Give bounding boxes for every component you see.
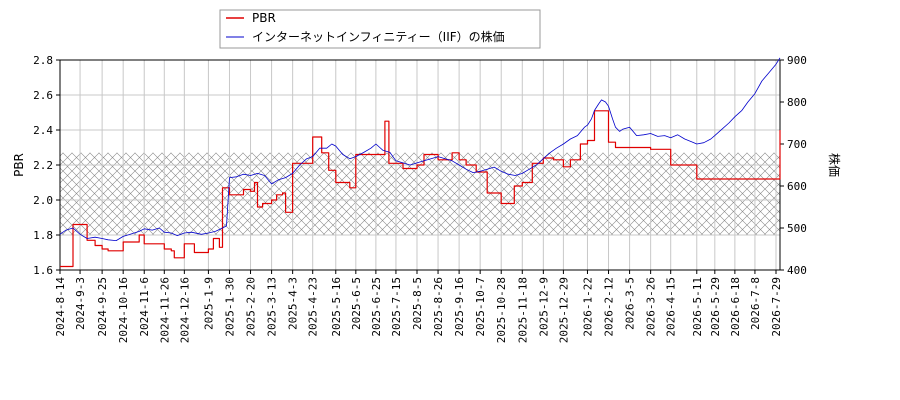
x-tick-label: 2026-5-11 bbox=[691, 277, 704, 337]
x-tick-label: 2025-12-29 bbox=[557, 277, 570, 343]
y-left-tick-label: 2.6 bbox=[33, 89, 53, 102]
x-tick-label: 2026-7-8 bbox=[749, 277, 762, 330]
y-right-tick-label: 600 bbox=[787, 180, 807, 193]
y-right-tick-label: 700 bbox=[787, 138, 807, 151]
x-tick-label: 2025-2-20 bbox=[245, 277, 258, 337]
legend-box bbox=[219, 9, 541, 49]
x-tick-label: 2025-4-3 bbox=[287, 277, 300, 330]
x-tick-label: 2025-4-23 bbox=[307, 277, 320, 337]
y-right-tick-label: 900 bbox=[787, 54, 807, 67]
x-tick-label: 2024-12-16 bbox=[178, 277, 191, 343]
x-tick-label: 2026-7-29 bbox=[770, 277, 783, 337]
x-tick-label: 2024-11-26 bbox=[158, 277, 171, 343]
y-axis-label-right: 株価 bbox=[827, 153, 842, 177]
x-tick-label: 2025-7-15 bbox=[390, 277, 403, 337]
legend-label-pbr: PBR bbox=[252, 11, 276, 25]
x-tick-label: 2024-9-25 bbox=[96, 277, 109, 337]
x-tick-label: 2026-6-18 bbox=[729, 277, 742, 337]
x-tick-label: 2024-10-16 bbox=[117, 277, 130, 343]
x-tick-label: 2026-2-12 bbox=[603, 277, 616, 337]
x-tick-label: 2025-6-25 bbox=[370, 277, 383, 337]
y-left-tick-label: 2.0 bbox=[33, 194, 53, 207]
series-layer bbox=[59, 57, 781, 268]
x-tick-label: 2026-1-22 bbox=[581, 277, 594, 337]
y-right-tick-label: 400 bbox=[787, 264, 807, 277]
x-tick-label: 2024-11-6 bbox=[138, 277, 151, 337]
y-left-tick-label: 1.6 bbox=[33, 264, 53, 277]
y-left-tick-label: 2.2 bbox=[33, 159, 53, 172]
x-tick-label: 2025-6-5 bbox=[350, 277, 363, 330]
series-line-price bbox=[59, 57, 781, 241]
legend-label-price: インターネットインフィニティー（IIF）の株価 bbox=[252, 29, 505, 44]
series-line-pbr bbox=[60, 110, 781, 268]
right-axis: 400 500 600 700 800 900 bbox=[780, 54, 807, 277]
x-tick-label: 2025-10-7 bbox=[474, 277, 487, 337]
y-left-tick-label: 1.8 bbox=[33, 229, 53, 242]
x-tick-label: 2024-9-3 bbox=[74, 277, 87, 330]
x-axis: 2024-8-14 2024-9-3 2024-9-25 2024-10-16 2024… bbox=[54, 270, 783, 343]
legend: PBR インターネットインフィニティー（IIF）の株価 bbox=[219, 9, 541, 49]
x-tick-label: 2026-4-15 bbox=[665, 277, 678, 337]
y-right-tick-label: 500 bbox=[787, 222, 807, 235]
x-tick-label: 2026-3-26 bbox=[645, 277, 658, 337]
x-tick-label: 2025-10-28 bbox=[495, 277, 508, 343]
x-tick-label: 2026-5-29 bbox=[709, 277, 722, 337]
x-tick-label: 2025-12-9 bbox=[537, 277, 550, 337]
x-tick-label: 2025-9-16 bbox=[453, 277, 466, 337]
x-tick-label: 2025-3-13 bbox=[266, 277, 279, 337]
x-tick-label: 2025-1-9 bbox=[202, 277, 215, 330]
target-band bbox=[60, 152, 780, 235]
x-tick-label: 2025-11-18 bbox=[516, 277, 529, 343]
x-tick-label: 2025-5-16 bbox=[330, 277, 343, 337]
y-right-tick-label: 800 bbox=[787, 96, 807, 109]
y-left-tick-label: 2.8 bbox=[33, 54, 53, 67]
x-tick-label: 2025-1-30 bbox=[223, 277, 236, 337]
x-tick-label: 2026-3-5 bbox=[624, 277, 637, 330]
left-axis: 1.6 1.8 2.0 2.2 2.4 2.6 2.8 bbox=[33, 54, 60, 277]
y-axis-label-left: PBR bbox=[12, 153, 26, 177]
x-tick-label: 2025-8-5 bbox=[411, 277, 424, 330]
x-tick-label: 2025-8-26 bbox=[432, 277, 445, 337]
y-left-tick-label: 2.4 bbox=[33, 124, 53, 137]
x-tick-label: 2024-8-14 bbox=[54, 277, 67, 337]
band-area bbox=[60, 152, 780, 235]
